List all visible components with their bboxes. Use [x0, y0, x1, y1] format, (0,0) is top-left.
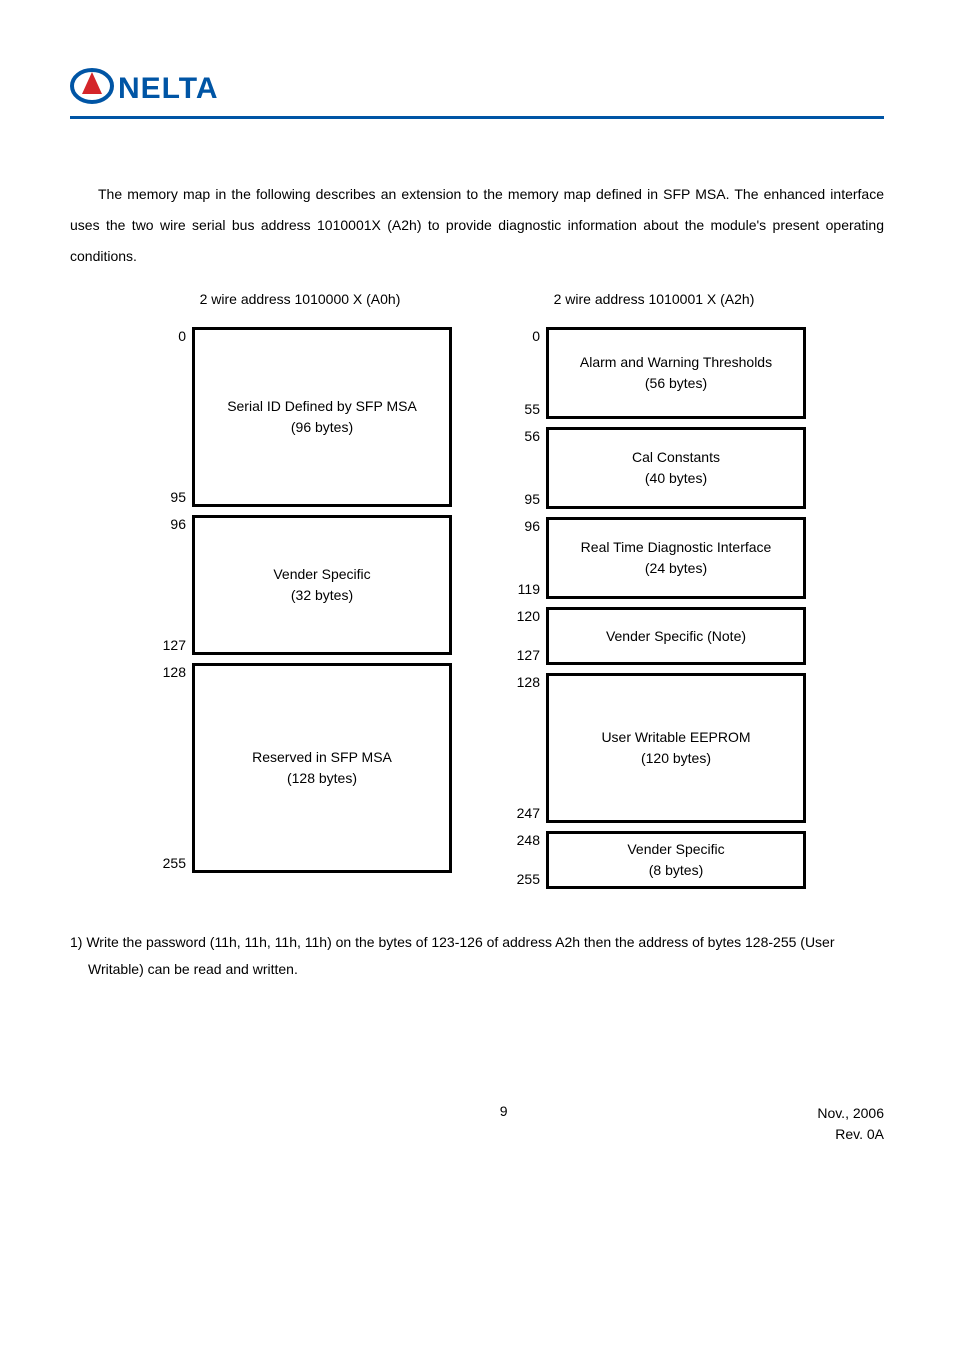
- svg-text:NELTA: NELTA: [118, 72, 219, 105]
- addr-end: 247: [517, 806, 540, 823]
- addr-end: 255: [517, 872, 540, 889]
- intro-paragraph: The memory map in the following describe…: [70, 179, 884, 271]
- memory-block-row: 128 247 User Writable EEPROM(120 bytes): [502, 673, 806, 823]
- address-labels: 248 255: [502, 831, 546, 889]
- block-label: Vender Specific: [627, 839, 724, 860]
- addr-start: 0: [532, 327, 540, 344]
- block-label: Alarm and Warning Thresholds: [580, 352, 772, 373]
- block-size: (120 bytes): [641, 748, 711, 769]
- addr-end: 55: [524, 402, 540, 419]
- page-footer: 9 Nov., 2006 Rev. 0A: [70, 1103, 884, 1145]
- block-size: (40 bytes): [645, 468, 707, 489]
- addr-start: 96: [524, 517, 540, 534]
- memory-block-row: 128 255 Reserved in SFP MSA(128 bytes): [148, 663, 452, 873]
- right-title: 2 wire address 1010001 X (A2h): [554, 291, 755, 315]
- address-labels: 96 127: [148, 515, 192, 655]
- addr-end: 119: [518, 582, 540, 599]
- addr-start: 128: [163, 663, 186, 680]
- delta-logo-icon: NELTA: [70, 60, 240, 108]
- block-label: Cal Constants: [632, 447, 720, 468]
- page-number: 9: [190, 1103, 817, 1145]
- address-labels: 96 119: [502, 517, 546, 599]
- memory-block: User Writable EEPROM(120 bytes): [546, 673, 806, 823]
- header-underline: [70, 116, 884, 119]
- memory-block-row: 0 95 Serial ID Defined by SFP MSA(96 bytes…: [148, 327, 452, 507]
- memory-block: Alarm and Warning Thresholds(56 bytes): [546, 327, 806, 419]
- block-label: User Writable EEPROM: [601, 727, 750, 748]
- addr-start: 120: [517, 607, 540, 624]
- left-title: 2 wire address 1010000 X (A0h): [200, 291, 401, 315]
- memory-block: Serial ID Defined by SFP MSA(96 bytes): [192, 327, 452, 507]
- memory-block: Reserved in SFP MSA(128 bytes): [192, 663, 452, 873]
- block-label: Reserved in SFP MSA: [252, 747, 392, 768]
- addr-start: 248: [517, 831, 540, 848]
- right-column: 2 wire address 1010001 X (A2h) 0 55 Alarm …: [502, 291, 806, 889]
- block-label: Real Time Diagnostic Interface: [581, 537, 772, 558]
- block-label: Serial ID Defined by SFP MSA: [227, 396, 417, 417]
- memory-block-row: 96 127 Vender Specific(32 bytes): [148, 515, 452, 655]
- memory-block-row: 120 127 Vender Specific (Note): [502, 607, 806, 665]
- address-labels: 120 127: [502, 607, 546, 665]
- memory-block: Vender Specific (Note): [546, 607, 806, 665]
- block-size: (96 bytes): [291, 417, 353, 438]
- addr-start: 128: [517, 673, 540, 690]
- address-labels: 128 255: [148, 663, 192, 873]
- addr-end: 127: [517, 648, 540, 665]
- address-labels: 56 95: [502, 427, 546, 509]
- block-label: Vender Specific: [273, 564, 370, 585]
- addr-end: 95: [524, 492, 540, 509]
- memory-map-diagram: 2 wire address 1010000 X (A0h) 0 95 Serial…: [70, 291, 884, 889]
- block-size: (8 bytes): [649, 860, 703, 881]
- left-column: 2 wire address 1010000 X (A0h) 0 95 Serial…: [148, 291, 452, 889]
- addr-start: 56: [524, 427, 540, 444]
- block-label: Vender Specific (Note): [606, 626, 746, 647]
- address-labels: 0 95: [148, 327, 192, 507]
- memory-block-row: 248 255 Vender Specific(8 bytes): [502, 831, 806, 889]
- footnote: 1) Write the password (11h, 11h, 11h, 11…: [88, 929, 884, 982]
- addr-end: 255: [163, 856, 186, 873]
- footer-rev: Nov., 2006 Rev. 0A: [817, 1103, 884, 1145]
- memory-block: Real Time Diagnostic Interface(24 bytes): [546, 517, 806, 599]
- address-labels: 0 55: [502, 327, 546, 419]
- memory-block-row: 56 95 Cal Constants(40 bytes): [502, 427, 806, 509]
- addr-end: 95: [170, 490, 186, 507]
- addr-end: 127: [163, 638, 186, 655]
- memory-block: Vender Specific(32 bytes): [192, 515, 452, 655]
- addr-start: 96: [170, 515, 186, 532]
- block-size: (24 bytes): [645, 558, 707, 579]
- block-size: (32 bytes): [291, 585, 353, 606]
- memory-block-row: 96 119 Real Time Diagnostic Interface(24 b…: [502, 517, 806, 599]
- memory-block: Cal Constants(40 bytes): [546, 427, 806, 509]
- address-labels: 128 247: [502, 673, 546, 823]
- addr-start: 0: [178, 327, 186, 344]
- block-size: (128 bytes): [287, 768, 357, 789]
- memory-block-row: 0 55 Alarm and Warning Thresholds(56 bytes…: [502, 327, 806, 419]
- memory-block: Vender Specific(8 bytes): [546, 831, 806, 889]
- logo: NELTA: [70, 60, 884, 108]
- block-size: (56 bytes): [645, 373, 707, 394]
